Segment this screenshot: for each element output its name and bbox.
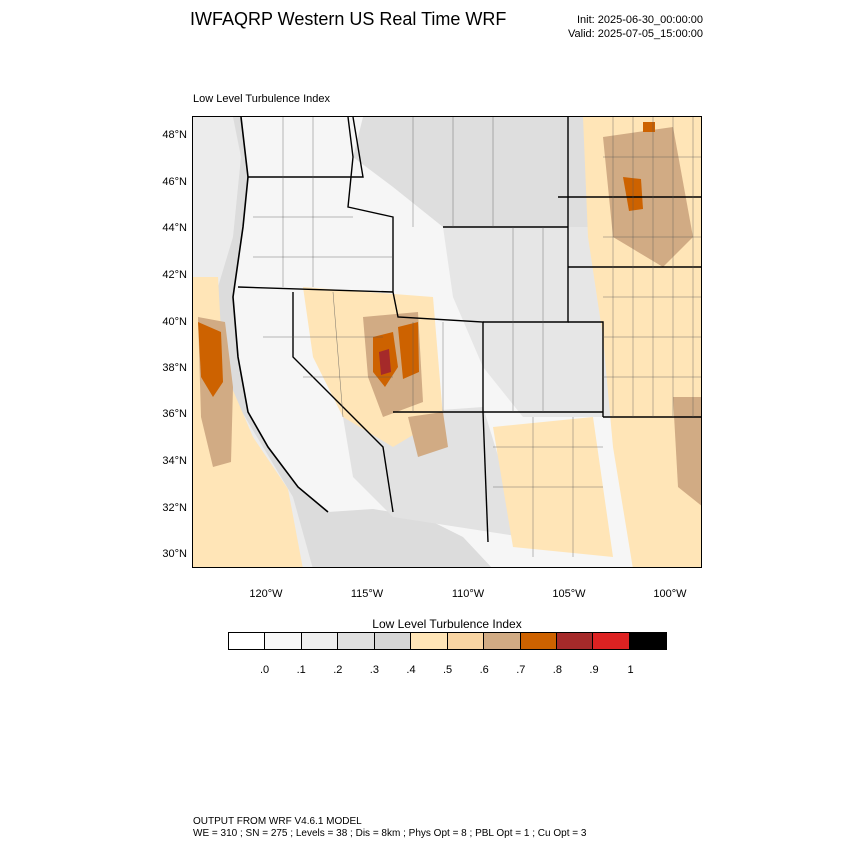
lon-label: 105°W <box>552 588 586 600</box>
model-version: OUTPUT FROM WRF V4.6.1 MODEL <box>193 816 362 827</box>
colorbar-swatch <box>265 633 302 649</box>
utah-dark-red <box>379 349 391 375</box>
lat-label: 40°N <box>162 316 187 328</box>
lat-label: 38°N <box>162 362 187 374</box>
colorbar-tick-label: .5 <box>443 664 453 676</box>
north-dakota-orange <box>643 122 655 132</box>
model-config: WE = 310 ; SN = 275 ; Levels = 38 ; Dis … <box>193 828 587 839</box>
lon-label: 120°W <box>249 588 283 600</box>
colorbar-tick-label: .3 <box>369 664 379 676</box>
colorbar-swatch <box>301 633 339 649</box>
colorbar-tick-label: .0 <box>260 664 270 676</box>
colorbar-swatch <box>411 633 448 649</box>
turbulence-map <box>192 116 702 568</box>
lon-label: 115°W <box>350 588 384 600</box>
county-borders <box>253 117 701 557</box>
valid-time: Valid: 2025-07-05_15:00:00 <box>568 28 703 40</box>
lat-label: 44°N <box>162 222 187 234</box>
map-canvas <box>193 117 701 567</box>
colorbar-tick-label: .8 <box>552 664 562 676</box>
colorbar-tick-label: .2 <box>333 664 343 676</box>
lat-label: 42°N <box>162 269 187 281</box>
utah-orange-east <box>398 322 419 379</box>
colorbar-swatch <box>629 633 667 649</box>
run-time-info: Init: 2025-06-30_00:00:00 Valid: 2025-07… <box>568 13 703 41</box>
field-label: Low Level Turbulence Index <box>193 93 330 105</box>
ocean-orange-shade <box>198 322 223 397</box>
state-borders <box>237 117 701 543</box>
new-mexico-tan <box>408 412 448 457</box>
colorbar-tick-label: .7 <box>516 664 526 676</box>
lat-label: 32°N <box>162 502 187 514</box>
colorbar-swatch <box>556 633 594 649</box>
map-title: IWFAQRP Western US Real Time WRF <box>190 9 507 29</box>
lat-label: 36°N <box>162 408 187 420</box>
colorbar-tick-label: 1 <box>627 664 634 676</box>
colorbar-swatch <box>520 633 557 649</box>
init-time: Init: 2025-06-30_00:00:00 <box>577 14 703 26</box>
lon-label: 100°W <box>653 588 687 600</box>
colorbar-swatch <box>593 633 630 649</box>
lat-label: 30°N <box>162 548 187 560</box>
lat-label: 34°N <box>162 455 187 467</box>
lat-label: 48°N <box>162 129 187 141</box>
colorbar-tick-label: .1 <box>296 664 306 676</box>
colorbar-tick-label: .9 <box>589 664 599 676</box>
colorbar-swatch <box>374 633 412 649</box>
colorbar-swatch <box>484 633 521 649</box>
colorbar-title: Low Level Turbulence Index <box>372 617 522 631</box>
oklahoma-tan <box>673 397 701 506</box>
colorbar-tick-label: .4 <box>406 664 416 676</box>
colorbar <box>228 632 668 650</box>
colorbar-tick-label: .6 <box>479 664 489 676</box>
coastline <box>232 117 329 513</box>
model-info: OUTPUT FROM WRF V4.6.1 MODEL WE = 310 ; … <box>193 816 586 840</box>
colorbar-swatch <box>229 633 266 649</box>
lat-label: 46°N <box>162 176 187 188</box>
colorbar-swatch <box>447 633 485 649</box>
lon-label: 110°W <box>451 588 485 600</box>
colorbar-swatch <box>338 633 375 649</box>
